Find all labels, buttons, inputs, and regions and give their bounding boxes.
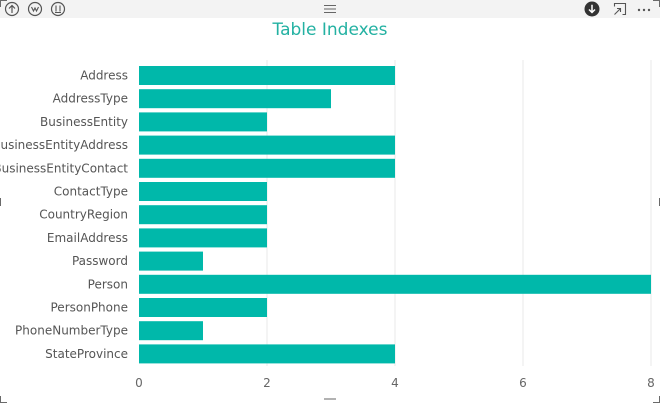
bottom-grip-icon[interactable] [322,396,338,402]
category-label: BusinessEntityContact [0,161,128,175]
category-label: AddressType [53,92,128,106]
bar[interactable] [139,158,395,178]
category-label: CountryRegion [39,208,128,222]
category-label: BusinessEntity [40,115,128,129]
bar[interactable] [139,228,267,248]
chart-title: Table Indexes [272,20,388,40]
category-label: ContactType [54,185,128,199]
drag-grip-icon[interactable] [322,4,338,14]
bar[interactable] [139,274,651,294]
drill-up-icon[interactable] [4,1,20,17]
drill-down-mode-icon[interactable] [27,1,43,17]
drill-down-on-icon[interactable] [584,1,600,17]
visual-header [0,0,660,18]
bar[interactable] [139,298,267,317]
category-label: BusinessEntityAddress [0,138,128,152]
x-tick-label: 4 [391,376,399,390]
x-tick-label: 0 [135,376,143,390]
bar[interactable] [139,182,267,201]
resize-handle-bottom-left[interactable] [0,396,7,403]
x-tick-label: 6 [519,376,527,390]
bar[interactable] [139,344,395,364]
x-tick-label: 8 [647,376,655,390]
focus-mode-icon[interactable] [612,1,628,17]
resize-handle-top-right[interactable] [653,0,660,7]
x-tick-label: 2 [263,376,271,390]
more-options-icon[interactable] [636,1,652,17]
bar[interactable] [139,251,203,271]
bar[interactable] [139,205,267,225]
category-label: Password [72,254,128,268]
category-label: StateProvince [45,347,128,361]
resize-handle-top-left[interactable] [0,0,7,7]
resize-handle-bottom-right[interactable] [653,396,660,403]
resize-handle-left[interactable] [0,198,3,206]
category-label: EmailAddress [47,231,128,245]
bar[interactable] [139,89,331,109]
category-label: PersonPhone [51,301,129,315]
bar[interactable] [139,66,395,85]
bar[interactable] [139,112,267,132]
expand-all-down-icon[interactable] [50,1,66,17]
bar[interactable] [139,135,395,155]
category-label: PhoneNumberType [15,324,128,338]
category-label: Address [80,69,128,83]
category-label: Person [88,277,128,291]
bar[interactable] [139,321,203,341]
